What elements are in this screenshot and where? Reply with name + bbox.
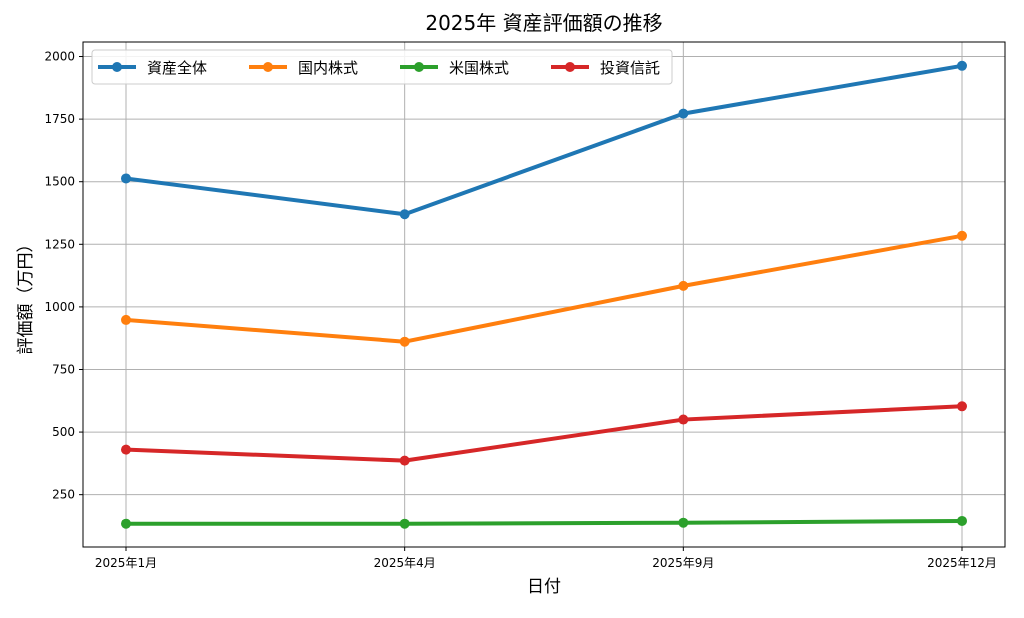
y-tick-label: 500: [52, 425, 75, 439]
y-tick-label: 1750: [44, 112, 75, 126]
legend-label: 資産全体: [147, 59, 207, 77]
data-point: [957, 60, 967, 71]
data-point: [121, 173, 131, 184]
x-tick-label: 2025年1月: [95, 556, 157, 570]
y-tick-label: 1250: [44, 237, 75, 251]
grid: [83, 42, 1005, 547]
y-tick-label: 250: [52, 488, 75, 502]
series-line-3: [125, 404, 963, 463]
legend-marker: [414, 62, 424, 72]
y-tick-label: 1000: [44, 300, 75, 314]
data-point: [678, 108, 689, 119]
y-tick-label: 2000: [44, 50, 75, 64]
data-point: [121, 444, 131, 455]
data-point: [121, 518, 131, 529]
series-line-1: [125, 233, 963, 344]
data-point: [399, 455, 410, 466]
legend: 資産全体 国内株式 米国株式 投資信託: [91, 49, 673, 85]
data-point: [678, 280, 689, 291]
y-tick-label: 1500: [44, 175, 75, 189]
legend-marker: [112, 62, 122, 72]
y-tick-label: 750: [52, 362, 75, 376]
legend-marker: [565, 62, 575, 72]
data-point: [399, 336, 410, 347]
data-point: [678, 517, 689, 528]
x-tick-label: 2025年12月: [927, 556, 997, 570]
x-tick-label: 2025年4月: [374, 556, 436, 570]
data-point: [678, 414, 689, 425]
x-tick-label: 2025年9月: [652, 556, 714, 570]
data-point: [399, 209, 410, 220]
series-lines: [121, 60, 967, 529]
y-axis-label: 評価額（万円）: [16, 236, 36, 355]
plot-frame: [82, 41, 1006, 548]
data-point: [121, 314, 131, 325]
series-line-0: [125, 63, 963, 217]
data-point: [957, 515, 967, 526]
legend-label: 投資信託: [600, 59, 660, 77]
axes: 250 500 750 1000 1250 1500 1750 2000 2025年1月 2025…: [44, 50, 996, 570]
legend-label: 国内株式: [298, 59, 358, 77]
legend-label: 米国株式: [449, 59, 509, 77]
series-line-2: [126, 518, 963, 526]
x-axis-label: 日付: [527, 577, 561, 597]
legend-marker: [263, 62, 273, 72]
legend-box: [91, 49, 673, 85]
data-point: [957, 401, 967, 412]
chart-title: 2025年 資産評価額の推移: [425, 11, 662, 35]
data-point: [957, 230, 967, 241]
data-point: [399, 518, 410, 529]
